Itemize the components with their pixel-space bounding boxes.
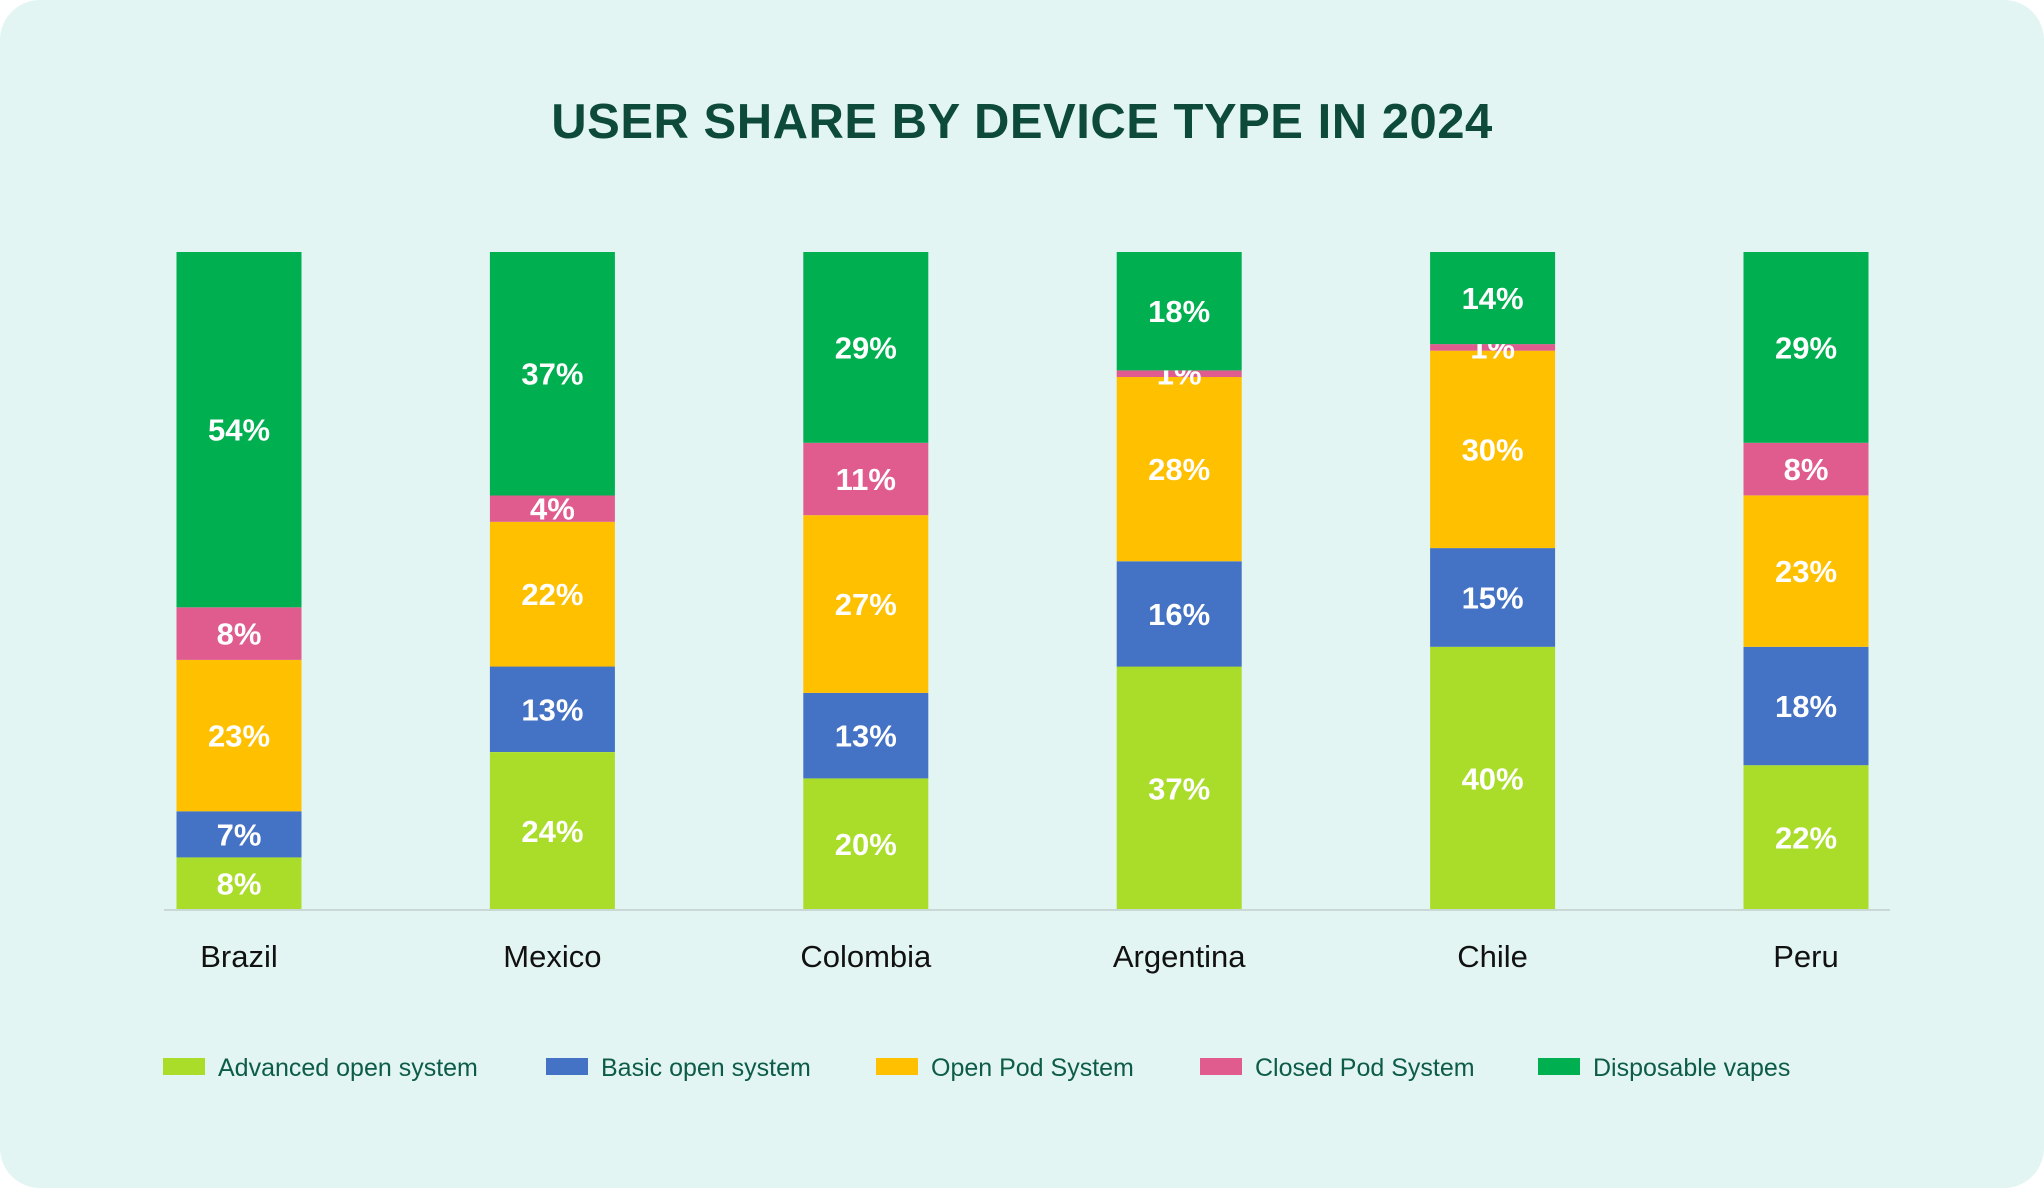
data-label: 24% [521, 814, 583, 849]
bar-segment [1430, 252, 1556, 345]
legend-item: Closed Pod System [1200, 1054, 1475, 1082]
legend-label: Basic open system [601, 1054, 811, 1082]
bar-segment [1743, 252, 1869, 443]
bar-segment [1116, 252, 1242, 371]
data-label: 54% [208, 413, 270, 448]
bar-segment [1430, 646, 1556, 910]
legend-swatch [546, 1058, 588, 1075]
bar-segment [489, 252, 615, 496]
bar-segment [1743, 646, 1869, 766]
data-label: 13% [521, 692, 583, 727]
data-label: 8% [217, 867, 262, 902]
legend-swatch [876, 1058, 918, 1075]
data-label: 11% [836, 462, 896, 497]
data-label: 16% [1148, 597, 1210, 632]
bar-segment [176, 607, 302, 660]
bar-segment [1116, 561, 1242, 667]
data-label: 37% [521, 357, 583, 392]
data-label: 22% [1775, 821, 1837, 856]
data-label: 18% [1775, 689, 1837, 724]
bar-segment [489, 666, 615, 752]
bar-stack-colombia: 20% 13% 27% 11% 29% [803, 252, 929, 910]
data-label: 30% [1462, 432, 1524, 467]
bar-segment [803, 515, 929, 693]
bar-stack-argentina: 37%16%28%1%18% [1116, 252, 1242, 910]
bar-segment [803, 442, 929, 516]
legend-swatch [163, 1058, 205, 1075]
bars-layer: 8% 7% 23% 8% 54% 24% 13% 22% 4% 37% 20% 13% 27% 11% 29… [176, 252, 1869, 910]
bar-segment [489, 495, 615, 522]
data-label: 22% [521, 577, 583, 612]
bar-segment [489, 752, 615, 910]
data-label: 13% [835, 719, 897, 754]
bar-stack-mexico: 24% 13% 22% 4% 37% [489, 252, 615, 910]
x-tick-label: Colombia [800, 939, 932, 974]
category-labels: Brazil Mexico Colombia Argentina Chile Peru [200, 939, 1839, 974]
legend-swatch [1200, 1058, 1242, 1075]
data-label: 15% [1462, 580, 1524, 615]
bar-segment [1430, 350, 1556, 549]
data-label: 8% [217, 617, 262, 652]
data-label: 40% [1462, 761, 1524, 796]
data-label: 29% [1775, 330, 1837, 365]
legend-item: Disposable vapes [1538, 1054, 1790, 1082]
legend-label: Advanced open system [218, 1054, 478, 1082]
data-label: 27% [835, 587, 897, 622]
bar-segment [176, 811, 302, 858]
bar-segment [1116, 666, 1242, 910]
bar-segment [803, 778, 929, 910]
data-label: 37% [1148, 771, 1210, 806]
legend-item: Basic open system [546, 1054, 811, 1082]
bar-segment [803, 692, 929, 779]
bar-segment [1743, 765, 1869, 910]
x-tick-label: Chile [1457, 939, 1528, 974]
legend: Advanced open system Basic open system Ope… [163, 1054, 1790, 1082]
data-label: 18% [1148, 294, 1210, 329]
legend-label: Open Pod System [931, 1054, 1134, 1082]
bar-stack-brazil: 8% 7% 23% 8% 54% [176, 252, 302, 910]
bar-segment [1430, 344, 1556, 351]
bar-stack-chile: 40%15%30%1%14% [1430, 252, 1556, 910]
bar-segment [176, 857, 302, 910]
bar-segment [176, 660, 302, 812]
data-label: 14% [1462, 281, 1524, 316]
data-label: 28% [1148, 452, 1210, 487]
x-tick-label: Brazil [200, 939, 278, 974]
chart-title: USER SHARE BY DEVICE TYPE IN 2024 [551, 95, 1492, 149]
bar-segment [176, 252, 302, 608]
data-label: 7% [217, 817, 262, 852]
data-label: 4% [530, 492, 575, 527]
legend-label: Disposable vapes [1593, 1054, 1790, 1082]
bar-segment [1743, 442, 1869, 496]
data-label: 23% [208, 719, 270, 754]
legend-item: Open Pod System [876, 1054, 1134, 1082]
legend-swatch [1538, 1058, 1580, 1075]
data-label: 23% [1775, 554, 1837, 589]
bar-stack-peru: 22% 18% 23% 8% 29% [1743, 252, 1869, 910]
bar-segment [489, 521, 615, 667]
bar-segment [1116, 377, 1242, 562]
data-label: 20% [835, 827, 897, 862]
x-tick-label: Mexico [503, 939, 601, 974]
x-tick-label: Peru [1773, 939, 1838, 974]
legend-label: Closed Pod System [1255, 1054, 1475, 1082]
x-tick-label: Argentina [1113, 939, 1246, 974]
bar-segment [803, 252, 929, 443]
data-label: 29% [835, 330, 897, 365]
bar-segment [1430, 548, 1556, 647]
bar-segment [1116, 370, 1242, 377]
bar-segment [1743, 495, 1869, 647]
data-label: 8% [1784, 452, 1829, 487]
legend-item: Advanced open system [163, 1054, 478, 1082]
